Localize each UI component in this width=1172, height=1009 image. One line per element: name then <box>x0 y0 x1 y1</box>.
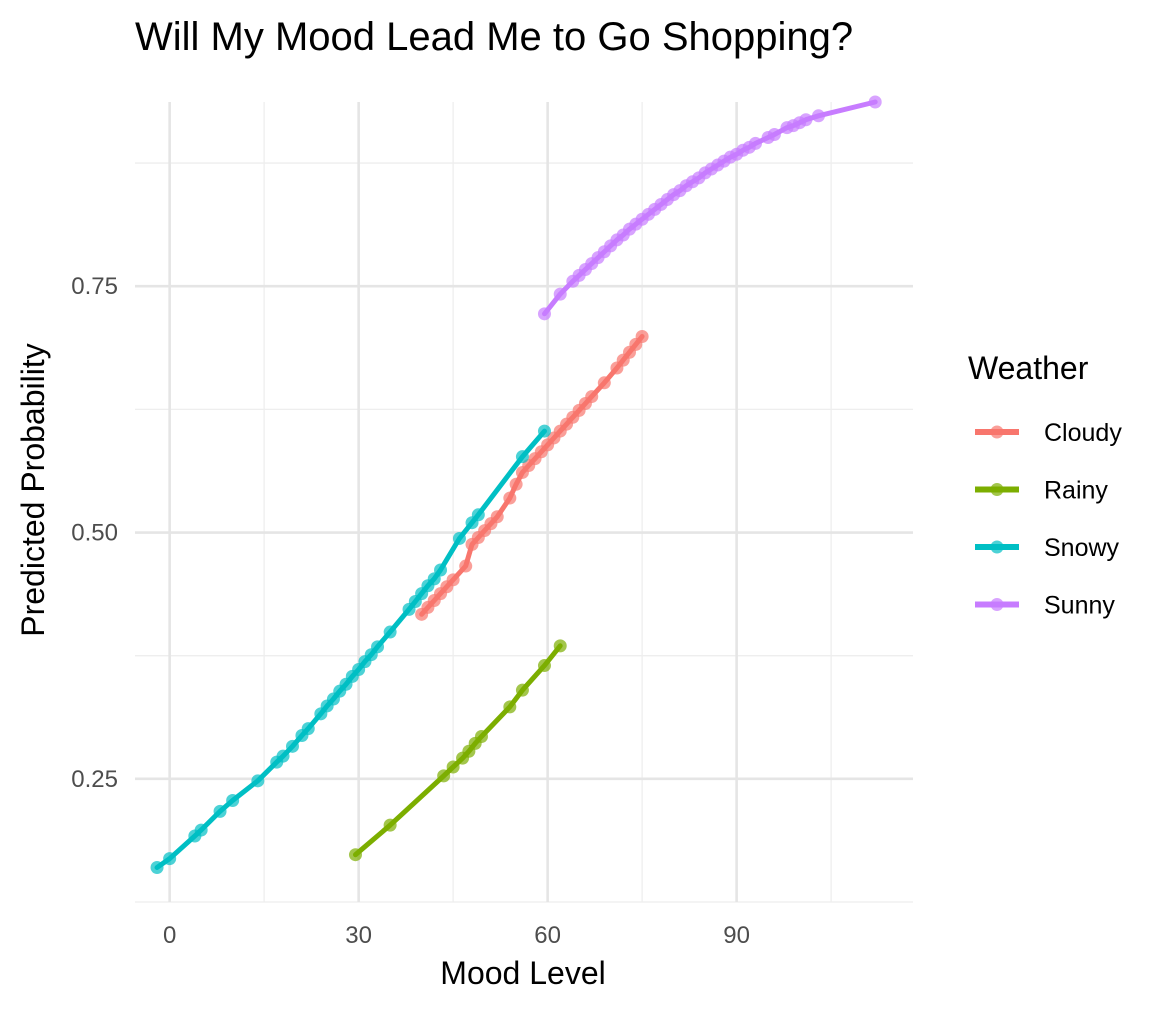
legend-key-point <box>990 540 1004 554</box>
data-point <box>553 639 567 653</box>
x-axis-ticks: 0 30 60 90 <box>163 922 750 949</box>
data-point <box>348 848 362 862</box>
legend-label: Sunny <box>1044 592 1115 620</box>
data-point <box>509 477 523 491</box>
legend-title: Weather <box>968 350 1089 386</box>
data-point <box>194 823 208 837</box>
data-point <box>515 683 529 697</box>
x-tick-label: 0 <box>163 922 176 949</box>
data-point <box>515 450 529 464</box>
data-point <box>276 749 290 763</box>
data-point <box>868 95 882 109</box>
data-point <box>537 424 551 438</box>
data-point <box>471 508 485 522</box>
data-point <box>767 128 781 142</box>
series-rainy <box>348 639 567 862</box>
legend-key-rainy <box>975 483 1019 496</box>
legend-key-cloudy <box>975 425 1019 439</box>
data-point <box>585 390 599 404</box>
legend: Weather Cloudy Rainy Snowy Sunny <box>968 350 1122 620</box>
data-point <box>150 861 164 875</box>
data-point <box>383 818 397 832</box>
data-point <box>490 510 504 524</box>
data-point <box>383 625 397 639</box>
y-tick-label: 0.50 <box>71 520 118 547</box>
data-point <box>446 760 460 774</box>
series-line <box>542 99 878 317</box>
data-point <box>437 769 451 783</box>
data-point <box>597 376 611 390</box>
data-point <box>163 852 177 866</box>
chart-title: Will My Mood Lead Me to Go Shopping? <box>135 15 853 59</box>
data-point <box>799 113 813 127</box>
y-axis-ticks: 0.25 0.50 0.75 <box>71 273 118 793</box>
data-point <box>452 531 466 545</box>
data-point <box>553 287 567 301</box>
data-point <box>434 563 448 577</box>
legend-key-point <box>990 425 1004 439</box>
series-cloudy <box>415 329 649 621</box>
y-tick-label: 0.75 <box>71 273 118 300</box>
data-point <box>749 136 763 150</box>
data-point <box>537 659 551 673</box>
data-point <box>812 109 826 123</box>
data-point <box>446 573 460 587</box>
series-layer <box>150 95 882 875</box>
data-point <box>474 729 488 743</box>
data-point <box>503 491 517 505</box>
legend-label: Snowy <box>1044 534 1120 562</box>
data-point <box>459 559 473 573</box>
data-point <box>371 640 385 654</box>
data-point <box>537 307 551 321</box>
data-point <box>213 804 227 818</box>
legend-label: Rainy <box>1044 477 1108 505</box>
x-axis-title: Mood Level <box>440 955 605 991</box>
grid <box>135 102 913 903</box>
x-tick-label: 90 <box>723 922 750 949</box>
series-snowy <box>150 424 551 875</box>
data-point <box>251 774 265 788</box>
legend-key-snowy <box>975 540 1019 554</box>
y-axis-title: Predicted Probability <box>15 343 51 636</box>
legend-key-point <box>990 598 1004 611</box>
y-tick-label: 0.25 <box>71 766 118 793</box>
series-sunny <box>537 95 882 321</box>
series-line <box>419 334 645 617</box>
legend-key-point <box>990 483 1004 496</box>
series-line <box>154 428 547 870</box>
legend-key-sunny <box>975 598 1019 611</box>
data-point <box>503 700 517 714</box>
data-point <box>285 739 299 753</box>
x-tick-label: 30 <box>345 922 372 949</box>
legend-label: Cloudy <box>1044 419 1122 447</box>
x-tick-label: 60 <box>534 922 561 949</box>
data-point <box>635 329 649 343</box>
data-point <box>226 794 240 808</box>
data-point <box>301 722 315 736</box>
